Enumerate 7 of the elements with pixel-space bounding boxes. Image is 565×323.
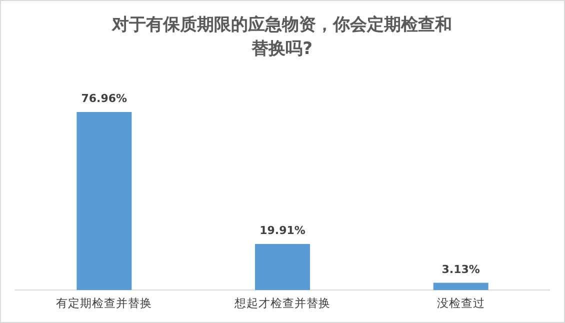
data-label: 3.13%	[442, 262, 480, 276]
x-tick-label: 没检查过	[436, 296, 485, 310]
x-tick-label: 想起才检查并替换	[234, 296, 330, 310]
x-tick-label: 有定期检查并替换	[56, 296, 152, 310]
data-label: 76.96%	[81, 92, 128, 105]
data-label: 19.91%	[260, 224, 306, 237]
chart-title: 对于有保质期限的应急物资，你会定期检查和替换吗?	[111, 15, 452, 59]
